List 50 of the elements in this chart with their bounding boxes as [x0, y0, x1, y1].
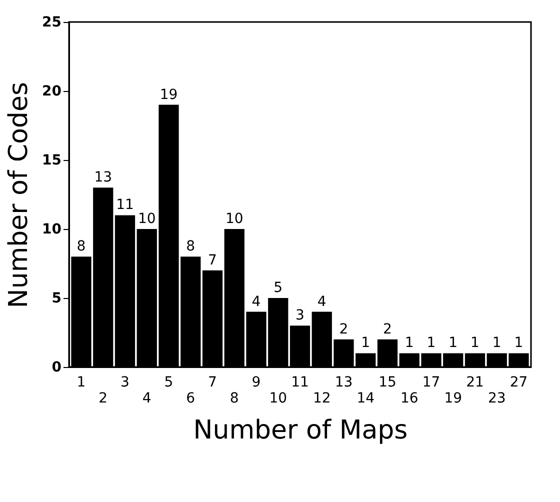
x-tick-label: 3 [120, 374, 130, 390]
data-label: 8 [76, 238, 86, 255]
data-label: 13 [94, 170, 112, 186]
x-tick-label: 15 [378, 374, 396, 390]
data-label: 4 [317, 294, 326, 310]
x-tick-label: 5 [164, 374, 174, 390]
y-tick-label: 15 [42, 152, 62, 168]
data-label: 8 [186, 238, 196, 255]
x-tick-label: 12 [312, 390, 331, 406]
y-tick-label: 20 [42, 84, 62, 100]
data-label: 2 [339, 321, 348, 338]
x-tick-label: 2 [98, 390, 108, 406]
data-label: 1 [361, 335, 370, 352]
y-tick-label: 5 [52, 290, 62, 306]
data-label: 7 [208, 252, 217, 268]
data-label: 1 [404, 335, 414, 352]
data-label: 11 [116, 197, 134, 214]
data-label: 5 [274, 280, 283, 296]
data-label: 1 [514, 335, 524, 352]
x-axis-title: Number of Maps [193, 416, 408, 446]
y-tick-label: 25 [42, 14, 62, 30]
x-tick-label: 9 [252, 374, 261, 390]
x-tick-label: 27 [510, 374, 528, 390]
x-tick-label: 19 [444, 390, 462, 406]
x-tick-label: 21 [466, 374, 484, 390]
data-label: 3 [296, 308, 304, 324]
y-tick-label: 0 [52, 360, 62, 376]
data-label: 19 [160, 86, 178, 103]
x-tick-label: 6 [186, 390, 196, 406]
data-label: 10 [138, 211, 156, 227]
data-label: 1 [470, 335, 480, 352]
x-tick-label: 8 [230, 390, 239, 406]
data-label: 2 [383, 321, 392, 338]
x-tick-label: 23 [488, 390, 506, 406]
data-label: 1 [426, 335, 436, 352]
data-label: 4 [252, 294, 261, 310]
x-tick-label: 11 [291, 374, 309, 390]
data-label: 10 [225, 211, 244, 227]
x-tick-label: 10 [269, 390, 288, 406]
x-tick-label: 14 [356, 390, 375, 406]
data-label: 1 [492, 335, 502, 352]
x-tick-label: 16 [400, 390, 418, 406]
x-tick-label: 7 [208, 374, 217, 390]
y-tick-label: 10 [42, 222, 62, 238]
x-tick-label: 1 [76, 374, 86, 390]
y-axis-title: Number of Codes [4, 82, 34, 308]
x-tick-label: 13 [334, 374, 353, 390]
x-tick-label: 4 [142, 390, 152, 406]
x-tick-label: 17 [422, 374, 440, 390]
data-label: 1 [448, 335, 458, 352]
